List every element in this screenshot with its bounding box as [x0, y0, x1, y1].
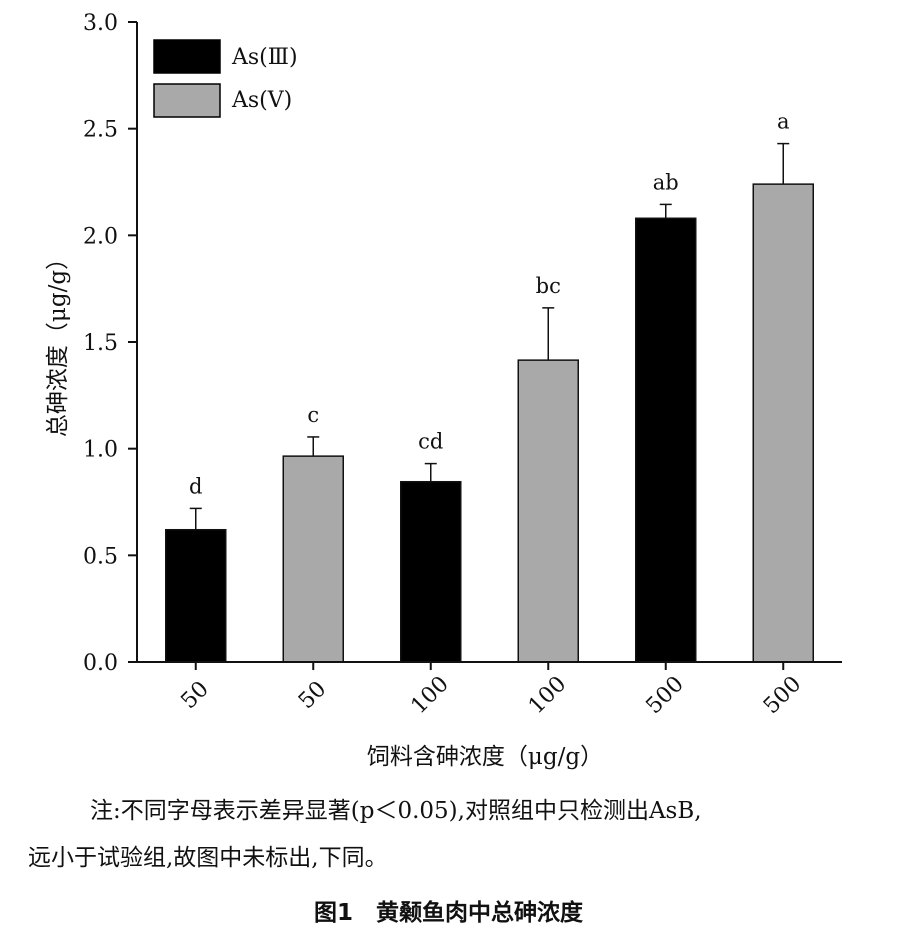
legend-label-as5: As(Ⅴ) [231, 88, 292, 113]
bar [165, 528, 227, 663]
bar [752, 183, 814, 663]
y-tick-label: 0.0 [83, 651, 118, 676]
x-axis-ticks: 50 50 100 100 500 500 [176, 662, 806, 719]
y-tick-label: 3.0 [83, 11, 118, 36]
y-tick-label: 2.5 [83, 118, 118, 143]
x-axis-title: 饲料含砷浓度（μg/g） [367, 744, 603, 770]
bars [165, 183, 814, 663]
note-line-1: 注:不同字母表示差异显著(p＜0.05),对照组中只检测出AsB, [90, 798, 702, 824]
bar [517, 359, 579, 663]
error-bars [189, 142, 790, 530]
bar [400, 480, 462, 663]
significance-label: c [307, 403, 319, 427]
legend-swatch-as3 [153, 39, 221, 74]
legend-label-as3: As(Ⅲ) [231, 45, 298, 70]
significance-label: ab [653, 170, 679, 194]
y-tick-label: 1.0 [83, 438, 118, 463]
y-tick-label: 1.5 [83, 331, 118, 356]
bar [635, 217, 697, 663]
x-tick-label: 500 [641, 672, 688, 719]
x-tick-label: 50 [176, 677, 213, 714]
bar-chart: 0.0 0.5 1.0 1.5 2.0 2.5 3.0 d c cd bc ab a 50 50 100 1… [45, 11, 842, 770]
significance-label: cd [418, 430, 443, 454]
y-tick-label: 2.0 [83, 224, 118, 249]
x-tick-label: 50 [294, 677, 331, 714]
x-tick-label: 500 [759, 672, 806, 719]
x-tick-label: 100 [524, 672, 571, 719]
bar [282, 455, 344, 663]
x-tick-label: 100 [406, 672, 453, 719]
figure-caption: 图1 黄颡鱼肉中总砷浓度 [313, 900, 583, 926]
significance-label: bc [536, 274, 561, 298]
legend-swatch-as5 [153, 83, 221, 118]
significance-label: a [777, 110, 790, 134]
note-line-2: 远小于试验组,故图中未标出,下同。 [28, 845, 388, 871]
y-tick-label: 0.5 [83, 544, 118, 569]
significance-label: d [189, 474, 202, 498]
legend: As(Ⅲ) As(Ⅴ) [153, 39, 298, 118]
y-axis-ticks: 0.0 0.5 1.0 1.5 2.0 2.5 3.0 [83, 11, 137, 676]
y-axis-title: 总砷浓度（μg/g） [45, 247, 71, 437]
significance-labels: d c cd bc ab a [189, 110, 789, 499]
